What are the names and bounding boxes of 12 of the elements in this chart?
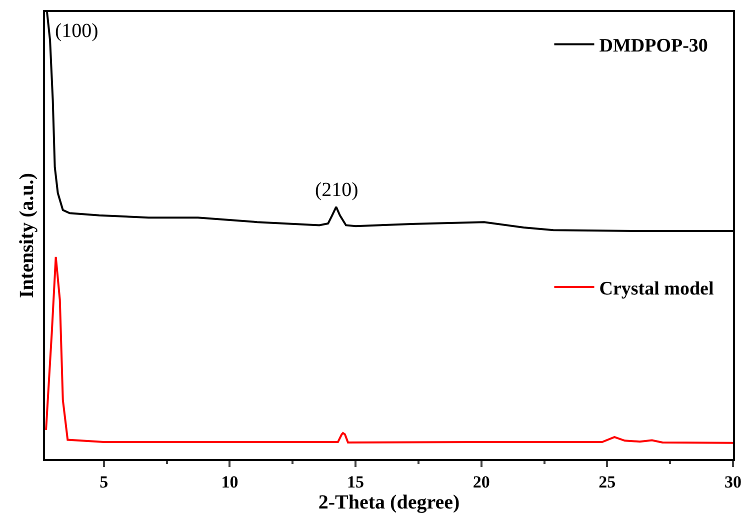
annotation: (210) — [315, 179, 358, 201]
x-tick-label: 10 — [221, 472, 238, 492]
x-tick-label: 30 — [724, 472, 742, 492]
legend-label: Crystal model — [599, 278, 714, 300]
x-tick-label: 15 — [347, 472, 364, 492]
x-tick-label: 20 — [472, 472, 490, 492]
x-tick-label: 5 — [100, 472, 108, 492]
annotation: (100) — [55, 20, 98, 42]
x-axis-title: 2-Theta (degree) — [318, 491, 460, 514]
x-tick-label: 25 — [598, 472, 616, 492]
y-axis-title: Intensity (a.u.) — [16, 172, 38, 298]
legend-label: DMDPOP-30 — [599, 36, 708, 57]
